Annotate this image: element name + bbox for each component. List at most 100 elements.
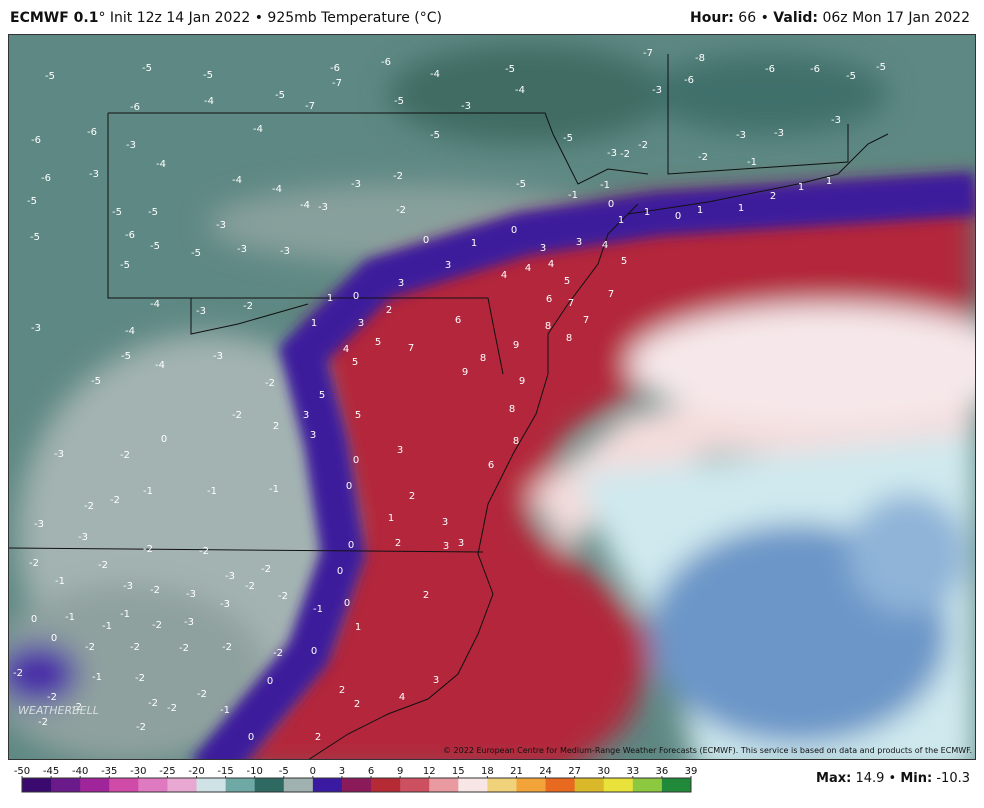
temperature-label: 8 (545, 321, 551, 332)
temperature-label: -5 (142, 63, 152, 74)
temperature-label: -2 (278, 591, 288, 602)
colorbar-segment (312, 778, 343, 792)
temperature-label: -5 (516, 179, 526, 190)
temperature-label: -6 (31, 135, 41, 146)
temperature-label: -2 (150, 585, 160, 596)
colorbar-tick-label: -15 (217, 766, 233, 777)
temperature-label: -4 (253, 124, 263, 135)
temperature-label: -1 (207, 486, 217, 497)
colorbar-segment (632, 778, 663, 792)
temperature-label: 3 (397, 445, 403, 456)
temperature-label: -1 (65, 612, 75, 623)
temperature-label: -3 (774, 128, 784, 139)
temperature-label: 4 (548, 259, 554, 270)
watermark: WEATHERBELL (18, 704, 99, 717)
temperature-label: 8 (509, 404, 515, 415)
valid: 06z Mon 17 Jan 2022 (822, 10, 970, 26)
temperature-label: -5 (121, 351, 131, 362)
temperature-label: -7 (305, 101, 315, 112)
temperature-label: 2 (395, 538, 401, 549)
temperature-label: 7 (583, 315, 589, 326)
colorbar-segment (22, 778, 52, 792)
colorbar-tick-label: 3 (339, 766, 345, 777)
temperature-label: 1 (388, 513, 394, 524)
temperature-label: -2 (136, 722, 146, 733)
temperature-label: 0 (511, 225, 517, 236)
temperature-label: -5 (846, 71, 856, 82)
temperature-label: 5 (564, 276, 570, 287)
colorbar-tick-label: -45 (43, 766, 59, 777)
model: ECMWF 0.1 (10, 10, 99, 26)
colorbar-segment (138, 778, 168, 792)
max: 14.9 (855, 771, 885, 786)
temperature-label: 9 (462, 367, 468, 378)
colorbar-frame (21, 777, 692, 793)
temperature-label: 2 (409, 491, 415, 502)
temperature-label: -2 (265, 378, 275, 389)
temperature-label: -2 (199, 546, 209, 557)
min: -10.3 (936, 771, 970, 786)
temperature-label: -2 (47, 692, 57, 703)
header-left: ECMWF 0.1° Init 12z 14 Jan 2022 • 925mb … (10, 10, 442, 26)
temperature-label: 6 (546, 294, 552, 305)
temperature-label: -2 (38, 717, 48, 728)
colorbar-segment (254, 778, 285, 792)
colorbar-tick-label: -5 (279, 766, 289, 777)
temperature-label: 3 (310, 430, 316, 441)
temperature-label: -2 (148, 698, 158, 709)
hour-label: Hour: (690, 10, 734, 26)
colorbar-segment (225, 778, 256, 792)
colorbar-segment (51, 778, 81, 792)
colorbar-tick-label: -20 (188, 766, 204, 777)
temperature-label: 2 (354, 699, 360, 710)
temperature-label: 4 (525, 263, 531, 274)
temperature-label: -4 (204, 96, 214, 107)
temperature-label: 3 (303, 410, 309, 421)
separator: • (760, 10, 769, 26)
temperature-label: 2 (315, 732, 321, 743)
temperature-label: -6 (810, 64, 820, 75)
temperature-label: 3 (358, 318, 364, 329)
temperature-label: 1 (327, 293, 333, 304)
temperature-label: -3 (213, 351, 223, 362)
temperature-label: 1 (826, 176, 832, 187)
colorbar-tick-label: 24 (539, 766, 552, 777)
temperature-label: -4 (515, 85, 525, 96)
temperature-label: -4 (272, 184, 282, 195)
temperature-label: -5 (120, 260, 130, 271)
temperature-label: -7 (643, 48, 653, 59)
temperature-label: -6 (130, 102, 140, 113)
temperature-label: -2 (120, 450, 130, 461)
temperature-label: -2 (72, 702, 82, 713)
colorbar-segment (341, 778, 372, 792)
temperature-label: 7 (608, 289, 614, 300)
colorbar-segment (574, 778, 605, 792)
temperature-label: 2 (273, 421, 279, 432)
temperature-label: -4 (232, 175, 242, 186)
temperature-label: -3 (652, 85, 662, 96)
temperature-label: -3 (607, 148, 617, 159)
colorbar-tick-label: -35 (101, 766, 117, 777)
colorbar-tick-label: 36 (656, 766, 669, 777)
temperature-label: -2 (84, 501, 94, 512)
colorbar-tick-label: 6 (368, 766, 374, 777)
temperature-label: -5 (563, 133, 573, 144)
temperature-label: -1 (143, 486, 153, 497)
temperature-label: -3 (831, 115, 841, 126)
temperature-label: -2 (98, 560, 108, 571)
temperature-label: 3 (445, 260, 451, 271)
colorbar-segment (516, 778, 547, 792)
temperature-label: 5 (319, 390, 325, 401)
temperature-label: -2 (167, 703, 177, 714)
temperature-label: 1 (471, 238, 477, 249)
temperature-label: 0 (346, 481, 352, 492)
temperature-label: 0 (51, 633, 57, 644)
colorbar-tick-label: 18 (481, 766, 494, 777)
temperature-label: -5 (112, 207, 122, 218)
temperature-label: -2 (13, 668, 23, 679)
temperature-label: 5 (355, 410, 361, 421)
temperature-label: 0 (423, 235, 429, 246)
colorbar-tick-label: -40 (72, 766, 88, 777)
colorbar-segment (283, 778, 314, 792)
colorbar-segment (545, 778, 576, 792)
